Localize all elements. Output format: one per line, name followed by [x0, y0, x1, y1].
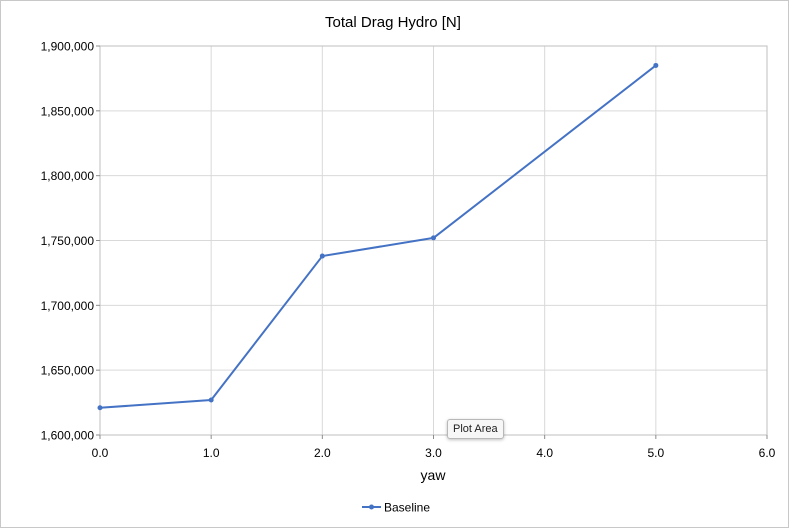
x-tick-label: 3.0	[425, 446, 442, 460]
data-point[interactable]	[208, 397, 214, 403]
x-tick-label: 0.0	[92, 446, 109, 460]
y-tick-label: 1,700,000	[41, 299, 95, 313]
series-baseline[interactable]	[97, 62, 659, 411]
data-point[interactable]	[97, 405, 103, 411]
x-tick-label: 2.0	[314, 446, 331, 460]
y-tick-label: 1,850,000	[41, 104, 95, 118]
x-axis[interactable]: 0.0 1.0 2.0 3.0 4.0 5.0 6.0	[92, 435, 776, 460]
x-tick-label: 6.0	[759, 446, 776, 460]
chart-title[interactable]: Total Drag Hydro [N]	[325, 14, 461, 31]
y-tick-label: 1,750,000	[41, 234, 95, 248]
legend-marker-icon	[369, 504, 374, 510]
y-axis[interactable]: 1,600,000 1,650,000 1,700,000 1,750,000 1,80…	[41, 40, 100, 443]
plot-area-tooltip: Plot Area	[447, 419, 504, 439]
y-tick-label: 1,600,000	[41, 429, 95, 443]
data-point[interactable]	[319, 253, 325, 259]
x-tick-label: 4.0	[536, 446, 553, 460]
data-point[interactable]	[431, 235, 436, 241]
y-tick-label: 1,900,000	[41, 40, 95, 54]
legend[interactable]: Baseline	[362, 501, 430, 515]
x-tick-label: 1.0	[203, 446, 220, 460]
gridlines	[99, 45, 768, 436]
data-point[interactable]	[653, 62, 659, 68]
y-tick-label: 1,650,000	[41, 364, 95, 378]
y-tick-label: 1,800,000	[41, 169, 95, 183]
legend-label: Baseline	[384, 501, 430, 515]
x-axis-title[interactable]: yaw	[421, 467, 447, 483]
series-line[interactable]	[99, 64, 657, 409]
x-tick-label: 5.0	[647, 446, 664, 460]
